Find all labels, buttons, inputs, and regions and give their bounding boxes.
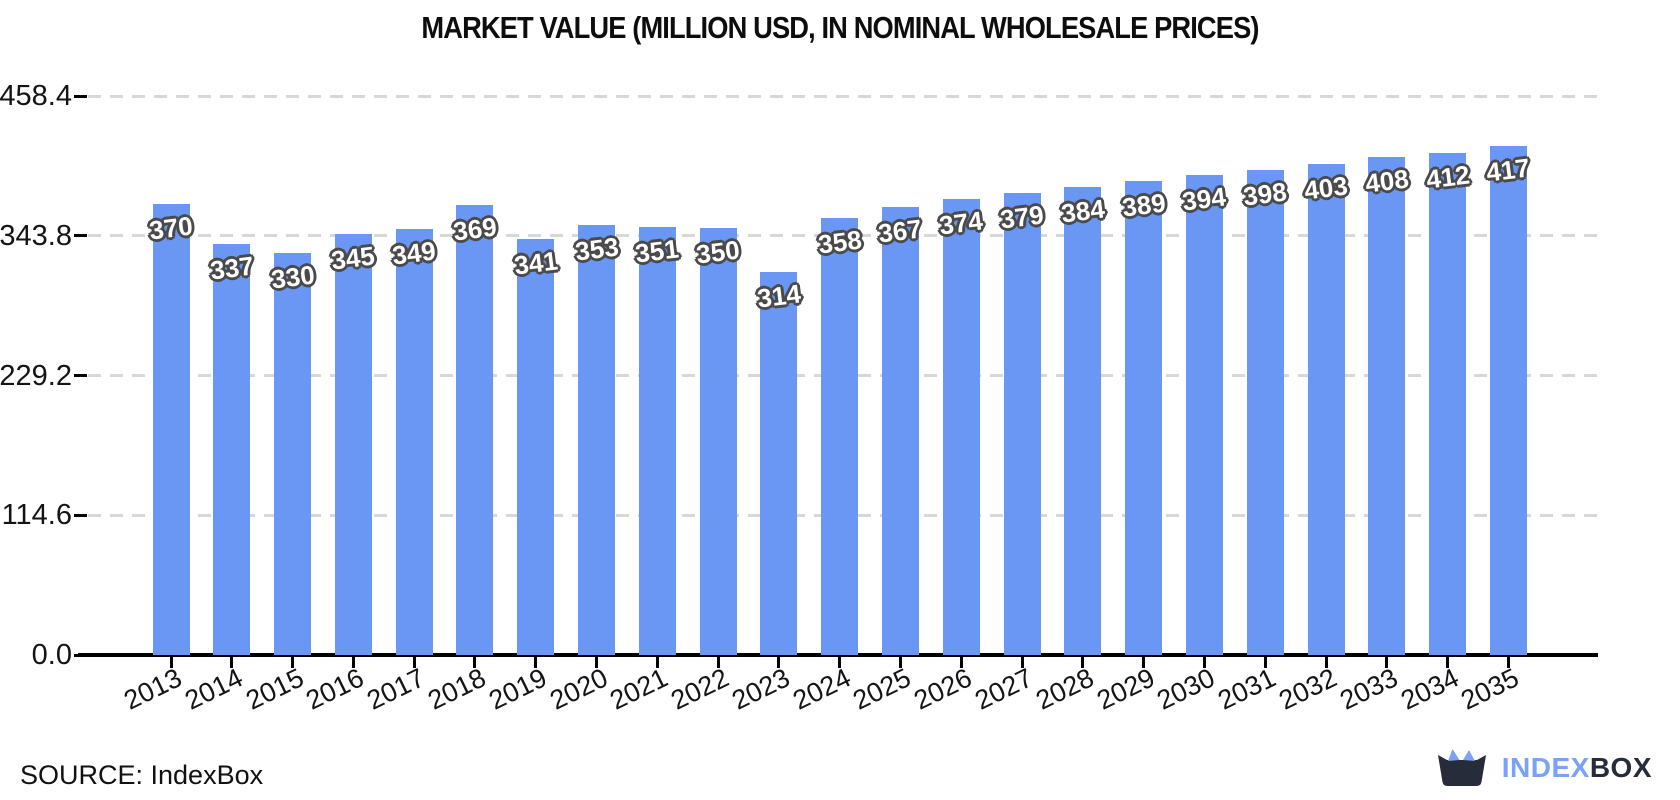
bar <box>942 198 980 655</box>
bar <box>1368 157 1406 655</box>
x-tick-mark <box>838 657 842 668</box>
brand-wordmark: INDEXBOX <box>1502 752 1652 784</box>
y-tick-mark <box>74 653 87 657</box>
bar <box>213 244 251 655</box>
bar <box>699 228 737 655</box>
bar <box>881 207 919 655</box>
x-tick-mark <box>230 657 234 668</box>
source-note: SOURCE: IndexBox <box>20 760 264 790</box>
x-tick-mark <box>1446 657 1450 668</box>
x-tick-mark <box>534 657 538 668</box>
bar <box>334 234 372 655</box>
x-tick-mark <box>595 657 599 668</box>
x-tick-mark <box>169 657 173 668</box>
y-tick-label: 114.6 <box>1 499 72 532</box>
brand-word-index: INDEX <box>1501 752 1590 783</box>
bar-value-label: 314 <box>755 278 803 314</box>
bar <box>1125 180 1163 655</box>
brand-logo: INDEXBOX <box>1435 748 1652 788</box>
indexbox-cat-box-icon <box>1437 749 1486 786</box>
x-tick-mark <box>777 657 781 668</box>
x-tick-mark <box>1142 657 1146 668</box>
bar <box>1246 169 1284 655</box>
bar <box>395 229 433 655</box>
x-tick-mark <box>655 657 659 668</box>
y-tick-mark <box>74 234 87 238</box>
bar <box>578 224 616 655</box>
y-tick-label: 458.4 <box>0 80 72 112</box>
y-tick-mark <box>74 374 87 377</box>
x-tick-mark <box>1385 657 1389 668</box>
bar <box>152 203 190 655</box>
x-tick-mark <box>1506 657 1510 668</box>
brand-word-box: BOX <box>1589 752 1652 783</box>
y-tick-mark <box>74 94 87 98</box>
bar <box>1003 192 1041 655</box>
y-tick-label: 0.0 <box>31 639 72 671</box>
x-tick-mark <box>1324 657 1328 668</box>
x-tick-mark <box>291 657 295 668</box>
y-tick-mark <box>74 513 87 517</box>
x-axis-line <box>78 653 1598 657</box>
bar <box>638 226 676 655</box>
y-tick-label: 343.8 <box>0 219 72 252</box>
x-tick-mark <box>898 657 902 668</box>
bar <box>1185 174 1223 655</box>
x-tick-mark <box>1202 657 1206 668</box>
x-tick-mark <box>473 657 477 668</box>
x-tick-mark <box>1263 657 1267 668</box>
x-tick-mark <box>351 657 355 668</box>
x-tick-mark <box>959 657 963 668</box>
x-tick-mark <box>1081 657 1085 668</box>
bar <box>274 252 312 655</box>
bar <box>517 239 555 655</box>
chart-title: MARKET VALUE (MILLION USD, IN NOMINAL WH… <box>421 10 1259 45</box>
bar <box>1489 146 1527 655</box>
bar <box>1429 152 1467 655</box>
bar <box>821 218 859 655</box>
x-tick-mark <box>716 657 720 668</box>
x-tick-mark <box>1020 657 1024 668</box>
x-tick-mark <box>412 657 416 668</box>
y-tick-label: 229.2 <box>0 359 72 392</box>
bar-value-label: 369 <box>451 211 499 247</box>
bar-value-label: 417 <box>1484 152 1532 189</box>
bar <box>1064 186 1102 655</box>
bar-value-label: 370 <box>147 210 195 246</box>
bar <box>760 272 798 655</box>
bar <box>456 205 494 655</box>
y-gridline <box>88 94 1598 98</box>
bar <box>1307 163 1345 655</box>
